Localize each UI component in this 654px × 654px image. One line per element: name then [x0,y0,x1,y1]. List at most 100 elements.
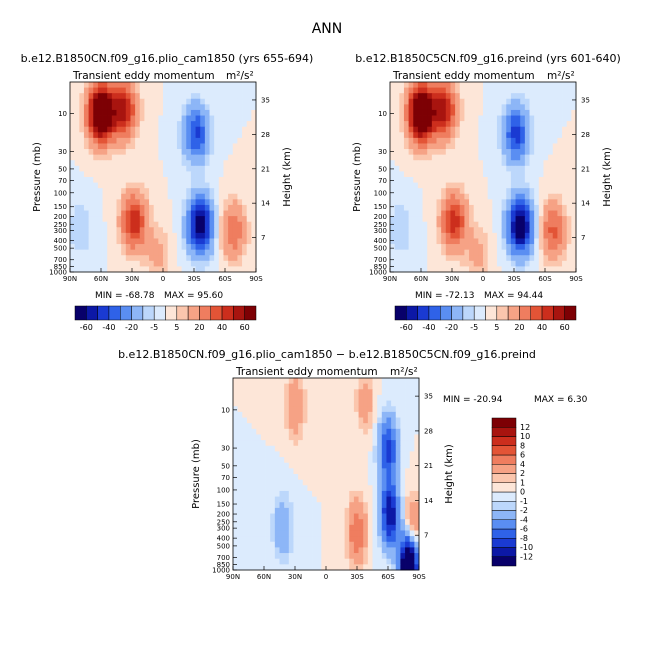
heatmap-cell [506,249,512,256]
heatmap-cell [520,232,526,239]
heatmap-cell [473,104,479,111]
heatmap-cell [298,440,304,447]
heatmap-cell [367,457,373,464]
heatmap-cell [88,126,94,133]
heatmap-cell [121,143,127,150]
heatmap-cell [390,98,396,105]
heatmap-cell [386,417,392,424]
heatmap-cell [204,98,210,105]
heatmap-cell [186,255,192,262]
heatmap-cell [395,485,401,492]
heatmap-cell [312,479,318,486]
heatmap-cell [200,260,206,267]
heatmap-cell [288,485,294,492]
heatmap-cell [246,445,252,452]
heatmap-cell [367,406,373,413]
heatmap-cell [524,104,530,111]
heatmap-cell [167,255,173,262]
heatmap-cell [510,244,516,251]
heatmap-cell [111,93,117,100]
heatmap-cell [469,171,475,178]
heatmap-cell [200,249,206,256]
heatmap-cell [344,423,350,430]
heatmap-cell [353,445,359,452]
heatmap-cell [79,188,85,195]
heatmap-cell [200,232,206,239]
heatmap-cell [330,389,336,396]
heatmap-cell [395,434,401,441]
heatmap-cell [571,82,577,88]
heatmap-cell [363,496,369,503]
heatmap-cell [274,445,280,452]
heatmap-cell [534,260,540,267]
heatmap-cell [158,109,164,116]
heatmap-cell [487,216,493,223]
heatmap-cell [214,204,220,211]
heatmap-cell [557,165,563,172]
heatmap-cell [270,383,276,390]
heatmap-cell [483,238,489,245]
heatmap-cell [121,255,127,262]
heatmap-cell [372,485,378,492]
heatmap-cell [478,82,484,88]
heatmap-cell [524,177,530,183]
heatmap-cell [391,378,397,385]
heatmap-cell [246,244,252,251]
heatmap-cell [93,160,99,167]
heatmap-cell [237,564,243,571]
heatmap-cell [284,451,290,458]
colorbar-swatch [491,464,517,474]
heatmap-cell [399,210,405,217]
heatmap-cell [548,160,554,167]
heatmap-cell [242,266,248,273]
heatmap-cell [242,260,248,267]
heatmap-cell [483,227,489,234]
heatmap-cell [163,238,169,245]
heatmap-cell [394,260,400,267]
heatmap-cell [538,143,544,150]
heatmap-cell [256,502,262,509]
heatmap-cell [501,199,507,206]
heatmap-cell [566,154,572,161]
heatmap-cell [307,394,313,401]
heatmap-cell [344,445,350,452]
heatmap-cell [409,406,415,413]
heatmap-cell [478,154,484,161]
heatmap-cell [548,82,554,88]
heatmap-cell [501,216,507,223]
heatmap-cell [246,193,252,200]
heatmap-cell [349,457,355,464]
heatmap-cell [312,536,318,543]
heatmap-cell [172,199,178,206]
heatmap-cell [312,530,318,537]
heatmap-cell [395,423,401,430]
heatmap-cell [335,394,341,401]
heatmap-cell [372,451,378,458]
heatmap-cell [186,87,192,94]
heatmap-cell [496,171,502,178]
heatmap-cell [204,221,210,228]
heatmap-cell [246,541,252,548]
heatmap-cell [293,406,299,413]
heatmap-cell [524,227,530,234]
heatmap-cell [349,479,355,486]
heatmap-cell [566,171,572,178]
heatmap-cell [70,260,76,267]
heatmap-cell [279,519,285,526]
heatmap-cell [232,126,238,133]
heatmap-cell [209,199,215,206]
heatmap-cell [93,182,99,189]
heatmap-cell [214,266,220,273]
heatmap-cell [557,221,563,228]
heatmap-cell [223,115,229,122]
heatmap-cell [534,165,540,172]
heatmap-cell [372,468,378,475]
heatmap-cell [413,249,419,256]
heatmap-cell [302,553,308,560]
heatmap-cell [408,160,414,167]
heatmap-cell [107,238,113,245]
heatmap-cell [116,109,122,116]
heatmap-cell [506,177,512,183]
heatmap-cell [469,244,475,251]
heatmap-cell [237,199,243,206]
